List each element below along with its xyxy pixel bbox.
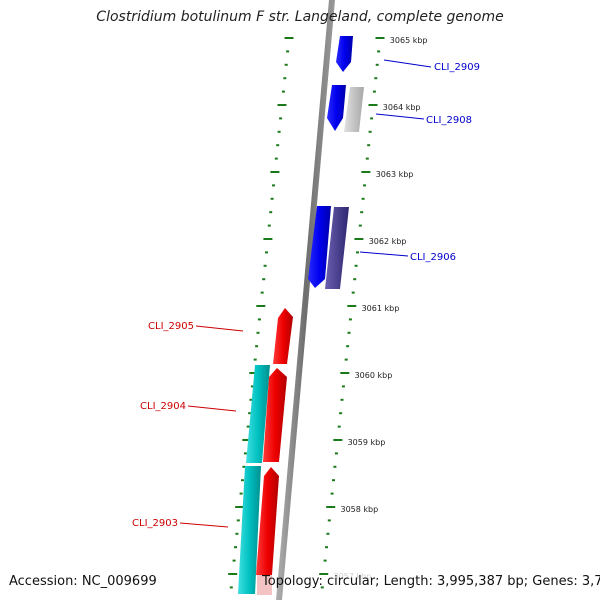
gene-CLI_2905-arrow[interactable] xyxy=(273,308,293,364)
gene-CLI_2906-purple-block[interactable] xyxy=(325,207,349,289)
gene-CLI_2909-arrow[interactable] xyxy=(336,36,353,72)
outer-tick-track xyxy=(319,37,385,589)
gene-labels: CLI_2909 CLI_2908 CLI_2906 CLI_2905 CLI_… xyxy=(132,62,480,529)
genome-backbone xyxy=(276,0,335,600)
inner-tick-track xyxy=(228,37,294,589)
genome-title: Clostridium botulinum F str. Langeland, … xyxy=(96,9,504,25)
gene-CLI_2904-rna-block[interactable] xyxy=(246,365,270,463)
kbp-tick-labels: 3065 kbp 3064 kbp 3063 kbp 3062 kbp 3061 kbp… xyxy=(334,36,428,581)
kbp-tick-label: 3063 kbp xyxy=(376,170,414,179)
kbp-tick-label: 3062 kbp xyxy=(369,237,407,246)
gene-pink-fragment[interactable] xyxy=(257,575,272,595)
forward-strand-genes xyxy=(308,36,364,289)
gene-label-leaders xyxy=(179,59,432,528)
gene-CLI_2908-arrow[interactable] xyxy=(327,85,346,131)
kbp-tick-label: 3065 kbp xyxy=(390,36,428,45)
gene-label-CLI_2904[interactable]: CLI_2904 xyxy=(140,401,186,412)
genome-summary-text: Topology: circular; Length: 3,995,387 bp… xyxy=(262,574,600,589)
gene-CLI_2908-gray-block[interactable] xyxy=(344,87,364,132)
kbp-tick-label: 3061 kbp xyxy=(362,304,400,313)
gene-label-CLI_2909[interactable]: CLI_2909 xyxy=(434,62,480,73)
gene-label-CLI_2903[interactable]: CLI_2903 xyxy=(132,518,178,529)
kbp-tick-label: 3058 kbp xyxy=(341,505,379,514)
reverse-strand-genes xyxy=(238,308,293,595)
gene-CLI_2903-rna-block[interactable] xyxy=(238,466,261,594)
kbp-tick-label: 3064 kbp xyxy=(383,103,421,112)
gene-CLI_2903-arrow[interactable] xyxy=(256,467,279,575)
gene-CLI_2906-arrow[interactable] xyxy=(308,206,331,288)
gene-label-CLI_2908[interactable]: CLI_2908 xyxy=(426,115,472,126)
gene-CLI_2904-arrow[interactable] xyxy=(263,368,287,462)
kbp-tick-label: 3060 kbp xyxy=(355,371,393,380)
accession-text: Accession: NC_009699 xyxy=(9,574,157,589)
kbp-tick-label: 3057 kbp xyxy=(334,572,372,581)
gene-label-CLI_2906[interactable]: CLI_2906 xyxy=(410,252,456,263)
gene-label-CLI_2905[interactable]: CLI_2905 xyxy=(148,321,194,332)
kbp-tick-label: 3059 kbp xyxy=(348,438,386,447)
